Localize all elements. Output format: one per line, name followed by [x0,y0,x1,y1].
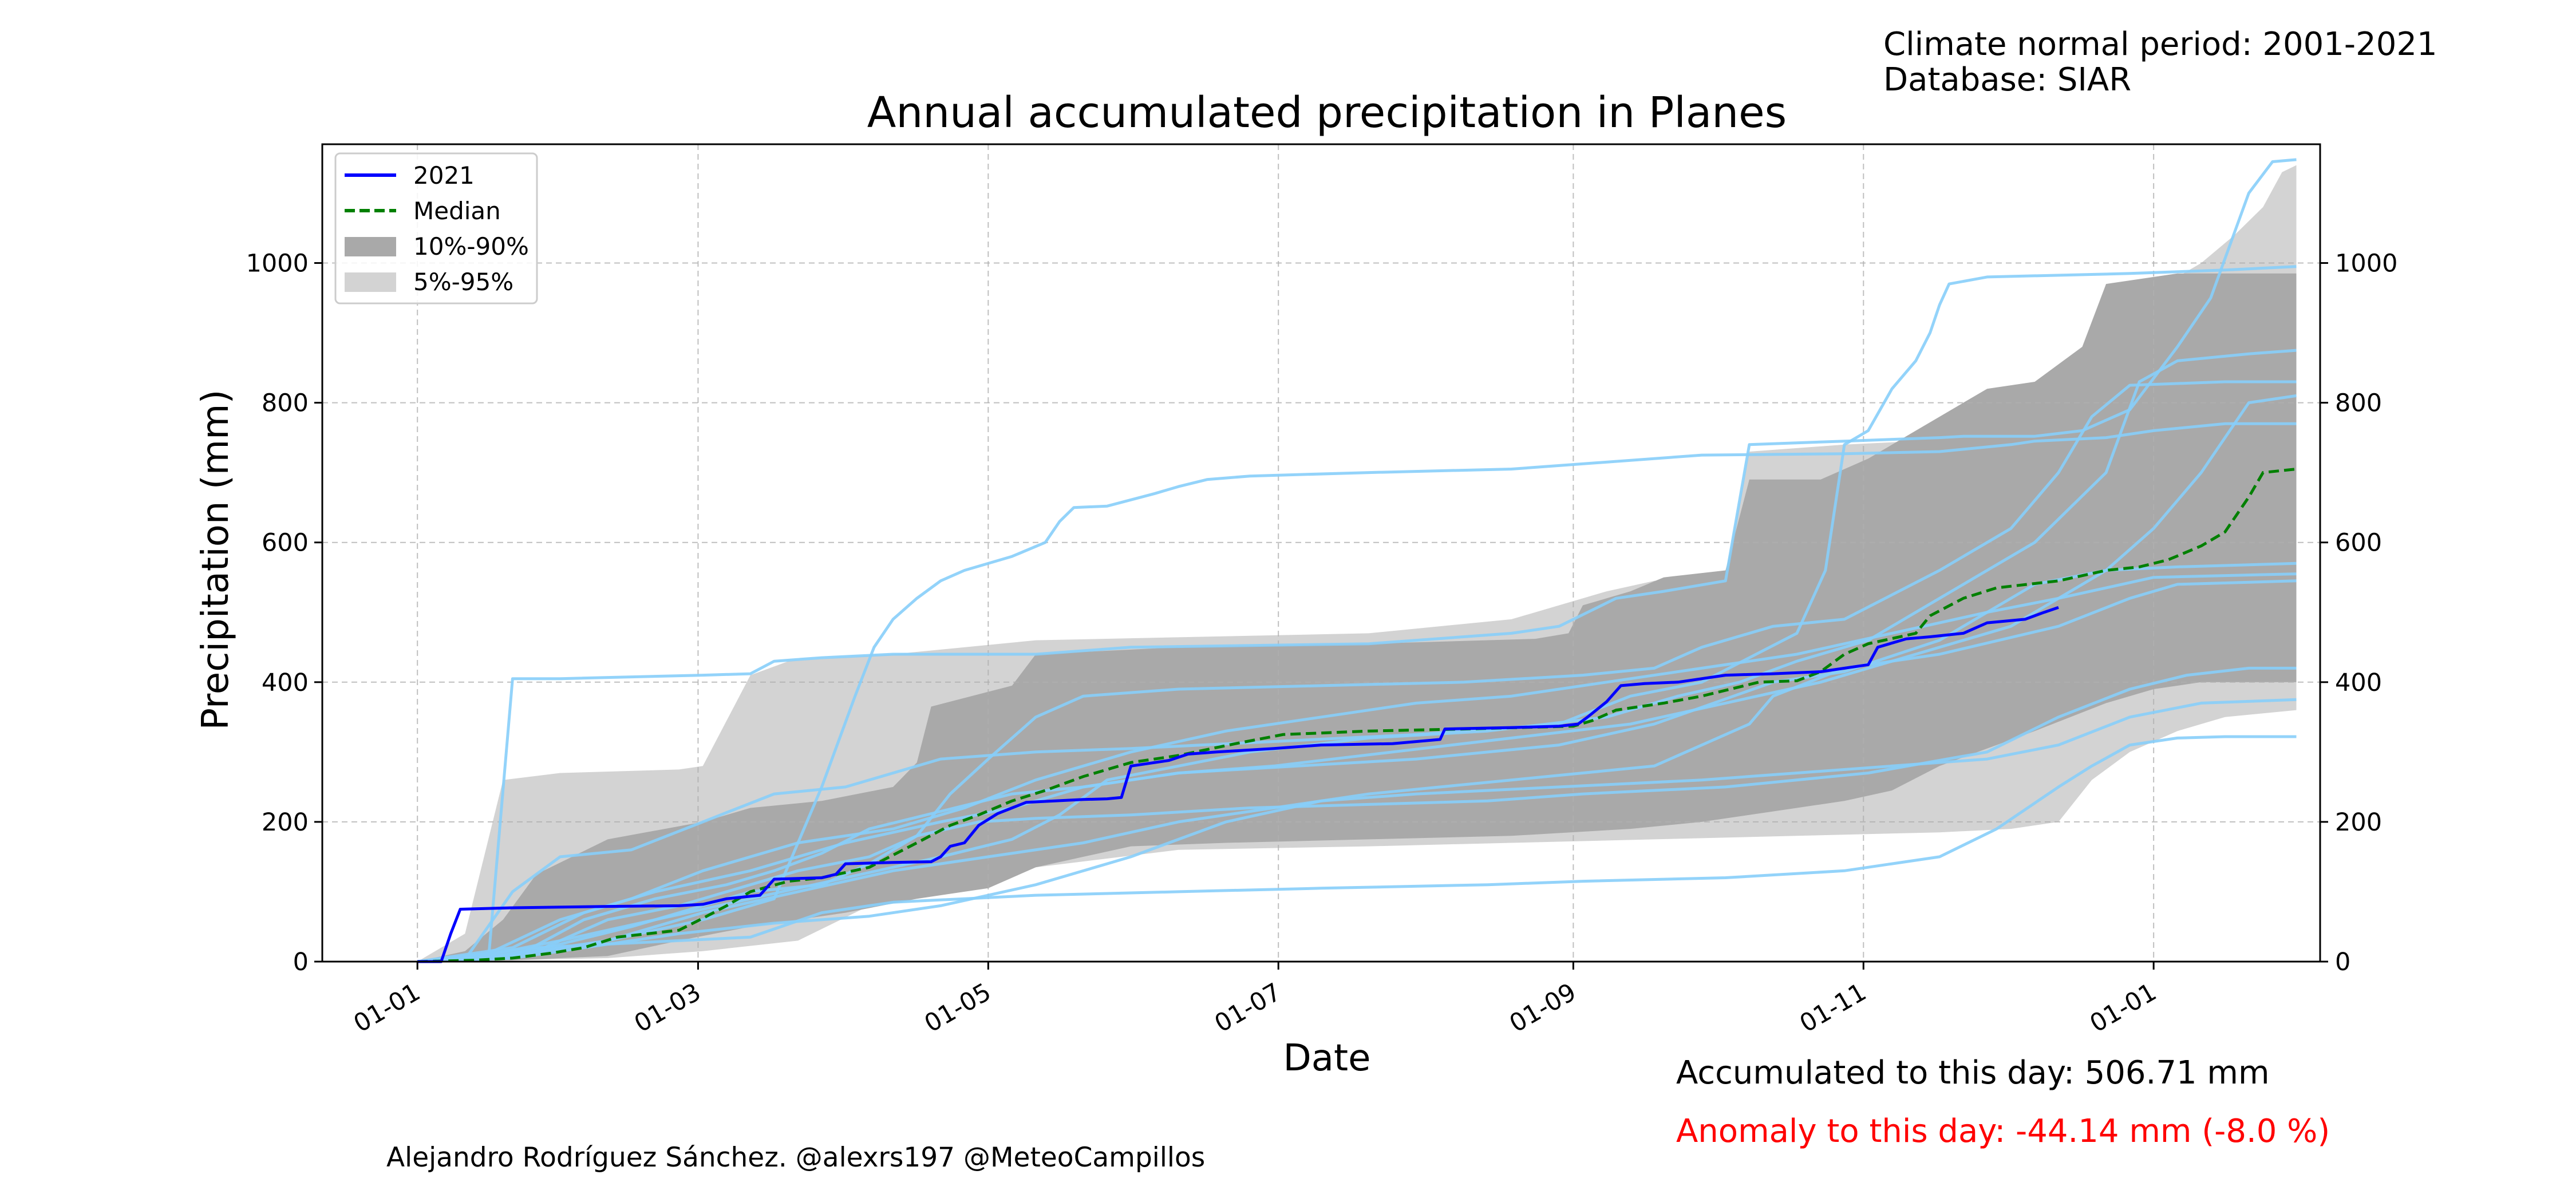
band-10-90 [417,273,2297,962]
legend-label-10-90: 10%-90% [413,232,529,260]
y-tick-label-right: 800 [2335,389,2382,418]
legend-label-median: Median [413,197,501,225]
y-tick-label-right: 0 [2335,948,2350,976]
x-tick-label: 01-07 [1210,978,1286,1038]
legend-label-2021: 2021 [413,161,475,189]
y-tick-label-left: 1000 [246,249,309,278]
individual-year-lines [417,158,2297,963]
y-axis-label: Precipitation (mm) [195,390,237,730]
y-tick-label-left: 400 [262,669,309,697]
year-line [417,666,2297,963]
legend-swatch-10-90 [345,237,396,256]
y-tick-label-left: 800 [262,389,309,418]
legend-swatch-5-95 [345,272,396,292]
year-line [417,349,2297,963]
x-tick-label: 01-11 [1795,978,1871,1038]
y-tick-label-right: 600 [2335,529,2382,557]
x-tick-label: 01-03 [630,978,706,1038]
credit-text: Alejandro Rodríguez Sánchez. @alexrs197 … [386,1142,1205,1173]
x-tick-label: 01-01 [349,978,425,1038]
y-tick-label-left: 200 [262,808,309,837]
percentile-bands [417,165,2297,962]
climate-period-text: Climate normal period: 2001-2021 [1883,26,2437,63]
anomaly-text: Anomaly to this day: -44.14 mm (-8.0 %) [1676,1113,2330,1150]
legend: 2021 Median 10%-90% 5%-95% [334,152,538,305]
y-tick-label-left: 0 [293,948,309,976]
x-tick-label: 01-09 [1505,978,1581,1038]
y-tick-label-right: 400 [2335,669,2382,697]
x-tick-label: 01-01 [2085,978,2161,1038]
y-tick-label-right: 1000 [2335,249,2397,278]
y-tick-label-left: 600 [262,529,309,557]
database-text: Database: SIAR [1883,61,2131,98]
year-line [417,394,2297,963]
axes-frame [321,143,2321,963]
year-line [417,579,2297,963]
chart-title: Annual accumulated precipitation in Plan… [867,88,1787,137]
year-line [417,380,2297,963]
legend-label-5-95: 5%-95% [413,268,513,296]
accumulated-text: Accumulated to this day: 506.71 mm [1676,1054,2270,1092]
year-line [417,265,2297,963]
year-line [417,422,2297,963]
median-line [417,468,2297,963]
year-line [417,572,2297,963]
series-2021-line [417,606,2059,963]
x-tick-label: 01-05 [920,978,996,1038]
main-series-lines [417,468,2297,963]
x-axis-label: Date [1283,1037,1371,1080]
year-line [417,735,2297,963]
y-tick-label-right: 200 [2335,808,2382,837]
year-line [417,158,2297,963]
legend-box [334,152,538,305]
